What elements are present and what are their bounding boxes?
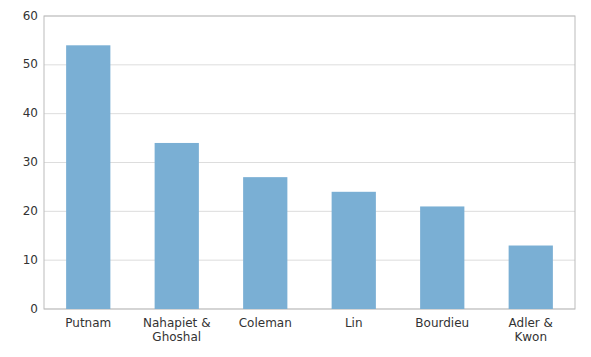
- plot-frame: [44, 16, 575, 309]
- x-tick-label: Bourdieu: [415, 316, 469, 330]
- x-tick-label: Adler &Kwon: [509, 316, 553, 344]
- y-axis: 0 10 20 30 40 50 60: [23, 9, 38, 316]
- chart-container: 0 10 20 30 40 50 60 Putnam Nahapiet &Ghoshal Cole…: [0, 0, 591, 357]
- grid-line: [44, 64, 575, 65]
- bar: [420, 206, 464, 309]
- y-tick-label: 50: [23, 57, 38, 71]
- bar: [155, 143, 199, 309]
- y-tick-label: 20: [23, 204, 38, 218]
- bar: [66, 45, 110, 309]
- grid-line: [44, 113, 575, 114]
- y-tick-label: 10: [23, 253, 38, 267]
- grid-line: [44, 211, 575, 212]
- x-axis: Putnam Nahapiet &Ghoshal Coleman Lin Bourdie…: [65, 316, 553, 344]
- grid: [44, 16, 575, 309]
- x-tick-label: Coleman: [239, 316, 292, 330]
- bar: [243, 177, 287, 309]
- grid-line: [44, 162, 575, 163]
- x-tick-label: Nahapiet &Ghoshal: [143, 316, 211, 344]
- x-tick-label: Lin: [345, 316, 363, 330]
- bar: [509, 246, 553, 309]
- y-tick-label: 30: [23, 155, 38, 169]
- y-tick-label: 60: [23, 9, 38, 23]
- chart-svg: 0 10 20 30 40 50 60 Putnam Nahapiet &Ghoshal Cole…: [0, 0, 591, 357]
- grid-line: [44, 260, 575, 261]
- y-tick-label: 40: [23, 106, 38, 120]
- bar: [332, 192, 376, 309]
- bars: [66, 45, 553, 309]
- y-tick-label: 0: [30, 302, 38, 316]
- x-tick-label: Putnam: [65, 316, 111, 330]
